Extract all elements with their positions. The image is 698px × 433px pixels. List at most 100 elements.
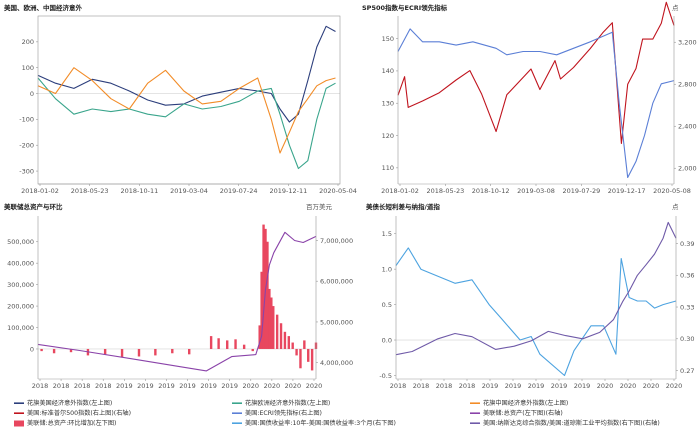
legend-label: 美联储:总资产(左下图)(右轴): [483, 409, 563, 417]
legend-label: 美联储:总资产:环比增加(左下图): [27, 419, 116, 427]
x-tick-label: 2019: [116, 382, 133, 390]
x-tick-label: 2018: [53, 382, 70, 390]
legend-item: 美联储:总资产(左下图)(右轴): [470, 409, 563, 417]
x-tick-label: 2019-03-08: [517, 187, 555, 195]
legend-item: 美国:ECRI领先指标(右上图): [232, 409, 322, 417]
unit-label: 百万美元: [306, 202, 333, 211]
series-line-blue: [397, 28, 675, 179]
y-tick-label: 130: [382, 100, 394, 108]
x-tick-label: 2020: [666, 382, 683, 390]
series-line-navy: [37, 25, 336, 123]
series-line-violet: [395, 221, 677, 356]
y-tick-label: 120: [382, 132, 394, 140]
y2-tick-label: 0.36: [680, 272, 694, 280]
y-axis-left: -0.5 0.0 0.5 1.0 1.5: [379, 230, 396, 380]
bar: [209, 336, 213, 349]
bar: [69, 348, 73, 353]
y-tick-label: 300,000: [7, 281, 34, 289]
legend-label: 花旗美国经济意外指数(左上图): [27, 399, 112, 407]
y-tick-label: 0.5: [382, 301, 392, 309]
plot-frame: [37, 15, 341, 185]
bar: [275, 314, 279, 349]
panel-fed-assets: 美联储总资产与环比 百万美元 0 100,000 200,000 300,000 400…: [4, 202, 353, 390]
x-tick-label: 2018: [74, 382, 91, 390]
y-tick-label: 0: [30, 345, 34, 353]
x-tick-label: 2019: [551, 382, 568, 390]
legend-label: 美国:纳斯达克综合指数/美国:道琼斯工业平均指数(右下图)(右轴): [483, 419, 660, 427]
x-tick-label: 2018: [390, 382, 407, 390]
x-tick-label: 2020: [242, 382, 259, 390]
series-line-teal: [37, 77, 336, 170]
y-tick-label: 0.0: [382, 336, 392, 344]
x-axis: 2018 2018 2018 2018 2019 2019 2019 2019 2019 2019…: [32, 379, 322, 390]
legend-label: 美国:国债收益率:10年-美国:国债收益率:3个月(右下图): [245, 419, 396, 427]
legend-item: 美国:国债收益率:10年-美国:国债收益率:3个月(右下图): [232, 419, 396, 427]
series-line-sky: [395, 247, 677, 377]
y2-tick-label: 2,400: [678, 123, 697, 131]
panel-economic-surprise: 美国、欧洲、中国经济意外 -300 -200 -100 0 100 200 2018-01…: [4, 3, 357, 195]
legend-label: 花旗中国经济意外指数(左上图): [483, 399, 568, 407]
y2-tick-label: 6,000,000: [320, 278, 353, 286]
y-tick-label: 1.0: [382, 265, 392, 273]
legend-swatch: [14, 420, 24, 427]
y-axis-left: 110 120 130 140 150: [382, 35, 398, 172]
y-tick-label: 1.5: [382, 230, 392, 238]
x-tick-label: 2019: [482, 382, 499, 390]
y2-tick-label: 0.27: [680, 367, 694, 375]
bar: [171, 348, 174, 354]
y-tick-label: 200: [22, 38, 34, 46]
x-tick-label: 2020: [264, 382, 281, 390]
x-tick-label: 2018: [436, 382, 453, 390]
panel-title: 美国、欧洲、中国经济意外: [4, 3, 83, 12]
x-tick-label: 2019: [179, 382, 196, 390]
bar: [188, 348, 191, 355]
bar: [120, 348, 124, 358]
y-axis-right: 2,000 2,400 2,800 3,200: [674, 39, 697, 173]
bar: [303, 340, 306, 349]
series-line-orange: [37, 67, 336, 154]
x-tick-label: 2019: [200, 382, 217, 390]
y-tick-label: 110: [382, 164, 394, 172]
bar: [272, 306, 275, 349]
y-tick-label: -100: [19, 116, 34, 124]
bar: [266, 241, 269, 349]
x-tick-label: 2019-12-11: [269, 187, 307, 195]
plot-area: [397, 1, 675, 179]
series-line-purple: [37, 231, 317, 372]
legend-label: 美国:标准普尔500指数(右上图)(右轴): [27, 409, 131, 417]
panel-sp500-ecri: SP500指数与ECRI领先指标 点 110 120 130 140 150 2,000…: [362, 1, 697, 195]
bar: [299, 348, 302, 369]
x-tick-label: 2019: [505, 382, 522, 390]
x-tick-label: 2019: [158, 382, 175, 390]
y2-tick-label: 2,800: [678, 81, 697, 89]
y2-tick-label: 7,000,000: [320, 237, 353, 245]
bar: [103, 348, 107, 355]
x-tick-label: 2019: [528, 382, 545, 390]
bar: [270, 297, 273, 349]
y-tick-label: 140: [382, 67, 394, 75]
bar: [234, 339, 237, 349]
y-tick-label: 100,000: [7, 324, 34, 332]
y-tick-label: 500,000: [7, 238, 34, 246]
x-tick-label: 2020: [643, 382, 660, 390]
x-tick-label: 2018-01-02: [21, 187, 59, 195]
bar: [268, 288, 271, 349]
y-tick-label: 200,000: [7, 302, 34, 310]
y-tick-label: -300: [19, 167, 34, 175]
bar: [251, 348, 254, 352]
panel-title: SP500指数与ECRI领先指标: [362, 3, 448, 12]
x-tick-label: 2019: [221, 382, 238, 390]
x-tick-label: 2019-07-29: [562, 187, 600, 195]
panel-title: 美联储总资产与环比: [4, 202, 63, 211]
x-tick-label: 2020: [285, 382, 302, 390]
bar: [40, 348, 43, 352]
bar: [137, 348, 141, 357]
y-tick-label: 0: [30, 90, 34, 98]
legend-item: 美国:标准普尔500指数(右上图)(右轴): [14, 409, 131, 417]
y2-tick-label: 4,000,000: [320, 359, 353, 367]
x-tick-label: 2018-10-12: [472, 187, 510, 195]
y-axis-right: 0.27 0.30 0.33 0.36 0.39: [676, 240, 694, 375]
x-axis: 2018-01-02 2018-05-23 2018-10-12 2019-03-08…: [381, 184, 691, 195]
y-axis-right: 4,000,000 5,000,000 6,000,000 7,000,000: [316, 237, 353, 367]
unit-label: 点: [672, 4, 679, 12]
